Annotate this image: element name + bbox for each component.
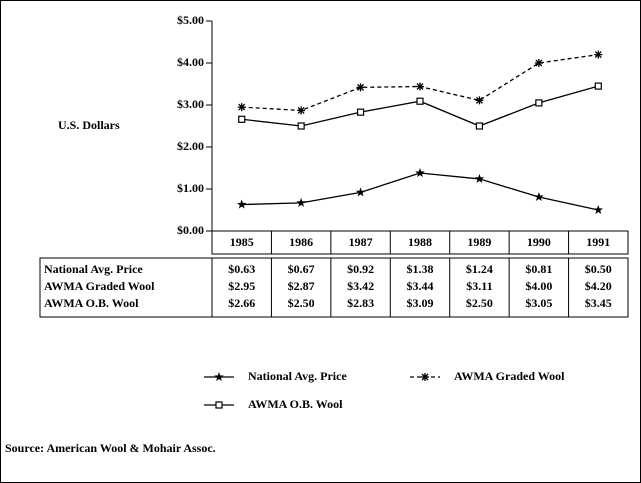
series-line [241,85,599,127]
y-tick-label: $1.00 [177,181,204,195]
marker [297,106,306,115]
marker [238,115,246,123]
y-tick-label: $5.00 [177,13,204,27]
marker [356,108,365,116]
y-tick-label: $4.00 [177,55,204,69]
marker [296,197,306,207]
legend-label: AWMA Graded Wool [454,369,565,383]
y-tick-label: $0.00 [177,223,204,237]
y-tick-label: $3.00 [177,97,204,111]
marker [594,82,602,90]
table-value: $3.44 [407,279,434,293]
x-tick-label: 1989 [467,235,491,249]
marker [237,199,247,209]
marker [474,173,485,183]
marker [594,50,603,59]
legend-marker [421,373,429,381]
row-label: National Avg. Price [44,262,143,276]
marker [475,122,484,130]
marker [297,122,305,130]
series-line [241,172,599,211]
table-value: $3.42 [347,279,374,293]
y-tick-label: $2.00 [177,139,204,153]
data-table [39,257,629,318]
table-header [211,230,629,255]
marker [593,205,603,214]
legend-label: AWMA O.B. Wool [248,397,343,411]
table-value: $0.63 [228,262,255,276]
table-value: $2.83 [347,296,374,310]
source: Source: American Wool & Mohair Assoc. [5,441,216,455]
table-value: $3.09 [407,296,434,310]
marker [416,82,424,91]
legend-label: National Avg. Price [248,369,347,383]
x-tick-label: 1990 [527,235,551,249]
table-value: $4.00 [525,279,552,293]
table-value: $0.81 [525,262,552,276]
table-value: $2.66 [228,296,255,310]
marker [415,168,425,178]
table-value: $0.67 [288,262,315,276]
row-label: AWMA O.B. Wool [44,296,139,310]
x-tick-label: 1988 [408,235,432,249]
legend-marker [215,401,223,409]
marker [534,192,544,201]
table-value: $3.45 [585,296,612,310]
marker [534,59,543,67]
table-value: $4.20 [585,279,612,293]
y-axis-label: U.S. Dollars [58,118,120,132]
table-value: $0.50 [585,262,612,276]
x-tick-label: 1986 [289,235,313,249]
x-tick-label: 1985 [230,235,254,249]
marker [535,99,543,107]
table-value: $2.95 [228,279,255,293]
table-value: $1.38 [407,262,434,276]
table-value: $1.24 [466,262,493,276]
x-tick-label: 1991 [586,235,610,249]
marker [356,83,365,92]
table-value: $2.50 [288,296,315,310]
row-label: AWMA Graded Wool [44,279,155,293]
marker [355,187,366,197]
marker [237,103,246,112]
marker [475,96,484,105]
table-value: $2.87 [288,279,315,293]
table-value: $3.05 [525,296,552,310]
x-tick-label: 1987 [349,235,373,249]
marker [416,97,424,105]
table-value: $0.92 [347,262,374,276]
table-value: $3.11 [466,279,492,293]
legend-marker [214,372,224,381]
table-value: $2.50 [466,296,493,310]
